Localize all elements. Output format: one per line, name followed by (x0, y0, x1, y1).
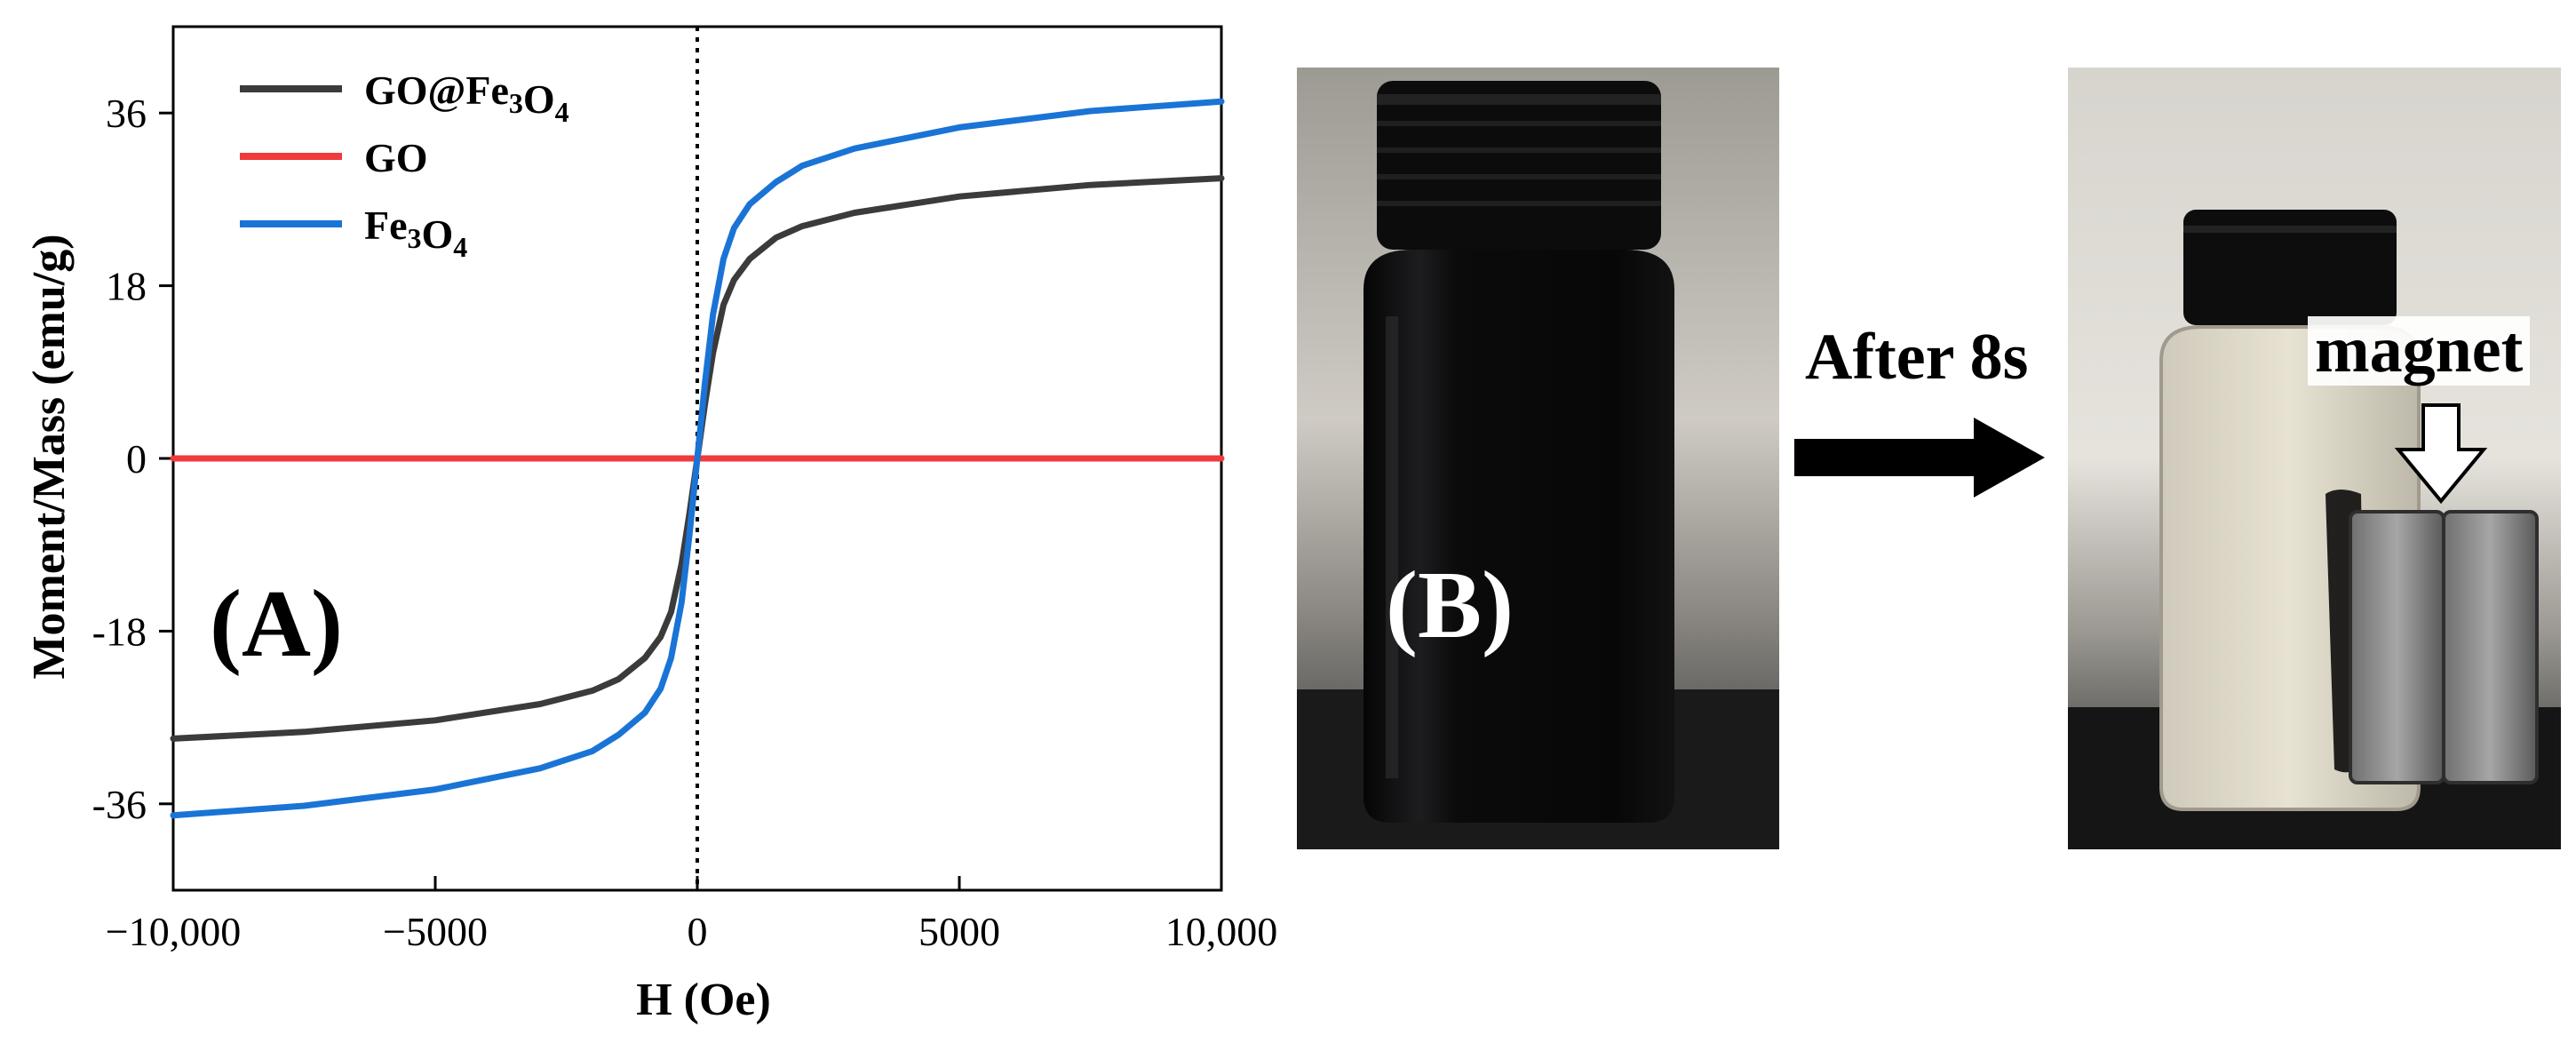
y-tick-label: 36 (106, 91, 147, 136)
transition-label: After 8s (1805, 321, 2029, 394)
panel-label-b: (B) (1386, 553, 1514, 658)
y-axis-label: Moment/Mass (emu/g) (24, 234, 75, 679)
x-tick-label: 10,000 (1165, 909, 1278, 954)
legend: GO@Fe3O4 GO Fe3O4 (240, 68, 569, 263)
y-tick-label: 0 (126, 436, 147, 482)
x-tick-label: 5000 (918, 909, 1000, 954)
y-tick-label: 18 (106, 264, 147, 309)
y-tick-label: -18 (92, 609, 147, 654)
photo-separated-vial-with-magnet (2068, 68, 2561, 849)
legend-label: GO@Fe3O4 (364, 68, 569, 128)
panel-label-a: (A) (210, 571, 343, 677)
hysteresis-chart: −10,000 −5000 0 5000 10,000 -36 -18 0 18 36 GO@Fe… (24, 25, 1278, 1025)
legend-label: Fe3O4 (364, 203, 467, 263)
x-tick-label: 0 (688, 909, 708, 954)
legend-label: GO (364, 135, 428, 180)
x-tick-label: −10,000 (106, 909, 241, 954)
photo-dispersed-vial (1297, 68, 1779, 849)
series-line-fe3o4 (170, 98, 1225, 819)
magnet-label: magnet (2308, 315, 2531, 386)
transition-arrow-head (1974, 418, 2045, 498)
transition-arrow-shaft (1794, 439, 1981, 476)
y-tick-label: -36 (92, 782, 147, 827)
x-tick-label: −5000 (383, 909, 488, 954)
x-axis-label: H (Oe) (636, 975, 771, 1025)
